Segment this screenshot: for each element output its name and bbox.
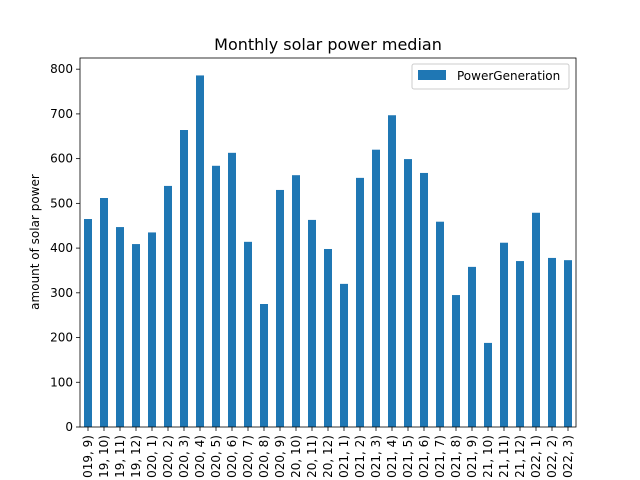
x-tick-label: 19, 11) bbox=[113, 435, 127, 478]
bar bbox=[548, 257, 556, 427]
x-tick-label: 021, 8) bbox=[449, 435, 463, 478]
y-tick-label: 200 bbox=[50, 331, 73, 345]
bar bbox=[388, 115, 396, 427]
bar bbox=[180, 130, 188, 427]
x-tick-label: 020, 6) bbox=[225, 435, 239, 478]
x-tick-label: 021, 2) bbox=[353, 435, 367, 478]
bar bbox=[516, 261, 524, 427]
x-tick-label: 20, 10) bbox=[289, 435, 303, 478]
x-tick-label: 020, 9) bbox=[273, 435, 287, 478]
x-axis-ticks: 019, 9) 19, 10) 19, 11) 19, 12) 020, 1) 020, … bbox=[81, 427, 575, 478]
bar bbox=[404, 159, 412, 427]
bar bbox=[484, 342, 492, 427]
bar bbox=[532, 212, 540, 427]
x-tick-label: 21, 12) bbox=[513, 435, 527, 478]
legend-swatch bbox=[418, 70, 446, 80]
bar bbox=[500, 242, 508, 427]
x-tick-label: 021, 7) bbox=[433, 435, 447, 478]
bar bbox=[356, 177, 364, 427]
x-tick-label: 022, 2) bbox=[545, 435, 559, 478]
bar bbox=[244, 241, 252, 427]
bar bbox=[372, 149, 380, 427]
bar bbox=[308, 219, 316, 427]
y-tick-label: 700 bbox=[50, 107, 73, 121]
bar bbox=[148, 232, 156, 427]
y-tick-label: 600 bbox=[50, 152, 73, 166]
y-tick-label: 100 bbox=[50, 375, 73, 389]
bar bbox=[196, 75, 204, 427]
x-tick-label: 020, 8) bbox=[257, 435, 271, 478]
bar bbox=[276, 189, 284, 427]
x-tick-label: 020, 4) bbox=[193, 435, 207, 478]
bar bbox=[116, 227, 124, 427]
x-tick-label: 21, 10) bbox=[481, 435, 495, 478]
bar bbox=[436, 221, 444, 427]
x-tick-label: 20, 12) bbox=[321, 435, 335, 478]
x-tick-label: 021, 5) bbox=[401, 435, 415, 478]
legend-label: PowerGeneration bbox=[457, 69, 560, 83]
y-tick-label: 300 bbox=[50, 286, 73, 300]
bar bbox=[324, 248, 332, 427]
bar bbox=[164, 185, 172, 427]
bar bbox=[100, 198, 108, 427]
bar bbox=[468, 266, 476, 427]
x-tick-label: 19, 10) bbox=[97, 435, 111, 478]
x-tick-label: 022, 3) bbox=[561, 435, 575, 478]
x-tick-label: 020, 5) bbox=[209, 435, 223, 478]
x-tick-label: 20, 11) bbox=[305, 435, 319, 478]
chart-title: Monthly solar power median bbox=[214, 35, 442, 54]
y-tick-label: 800 bbox=[50, 62, 73, 76]
x-tick-label: 021, 1) bbox=[337, 435, 351, 478]
x-tick-label: 020, 1) bbox=[145, 435, 159, 478]
legend-box bbox=[411, 63, 570, 90]
legend: PowerGeneration bbox=[411, 63, 570, 90]
bar bbox=[564, 260, 572, 427]
x-tick-label: 020, 7) bbox=[241, 435, 255, 478]
x-tick-label: 21, 11) bbox=[497, 435, 511, 478]
y-axis-ticks: 0 100 200 300 400 500 600 700 800 bbox=[50, 62, 80, 434]
x-tick-label: 19, 12) bbox=[129, 435, 143, 478]
x-tick-label: 020, 3) bbox=[177, 435, 191, 478]
bar bbox=[212, 165, 220, 428]
bar bbox=[292, 175, 300, 427]
bar bbox=[84, 219, 92, 427]
y-tick-label: 0 bbox=[65, 420, 73, 434]
bar bbox=[260, 304, 268, 427]
bar bbox=[132, 244, 140, 427]
x-tick-label: 019, 9) bbox=[81, 435, 95, 478]
y-tick-label: 400 bbox=[50, 241, 73, 255]
x-tick-label: 021, 9) bbox=[465, 435, 479, 478]
y-axis-label: amount of solar power bbox=[28, 174, 42, 310]
bar bbox=[452, 295, 460, 427]
x-tick-label: 021, 4) bbox=[385, 435, 399, 478]
x-tick-label: 022, 1) bbox=[529, 435, 543, 478]
bar bbox=[340, 283, 348, 427]
bar bbox=[420, 172, 428, 427]
bar bbox=[228, 152, 236, 427]
bars-group bbox=[84, 75, 572, 428]
x-tick-label: 021, 3) bbox=[369, 435, 383, 478]
x-tick-label: 021, 6) bbox=[417, 435, 431, 478]
y-tick-label: 500 bbox=[50, 196, 73, 210]
plot-area-frame bbox=[79, 57, 577, 428]
x-tick-label: 020, 2) bbox=[161, 435, 175, 478]
